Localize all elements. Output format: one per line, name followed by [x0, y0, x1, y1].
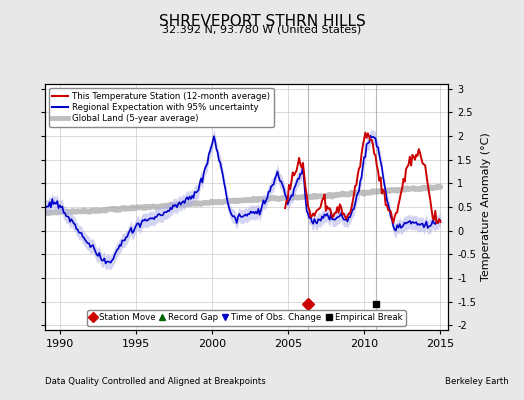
Legend: Station Move, Record Gap, Time of Obs. Change, Empirical Break: Station Move, Record Gap, Time of Obs. C… [87, 310, 406, 326]
Text: Berkeley Earth: Berkeley Earth [444, 377, 508, 386]
Text: SHREVEPORT STHRN HILLS: SHREVEPORT STHRN HILLS [159, 14, 365, 29]
Text: 32.392 N, 93.780 W (United States): 32.392 N, 93.780 W (United States) [162, 25, 362, 35]
Text: Data Quality Controlled and Aligned at Breakpoints: Data Quality Controlled and Aligned at B… [45, 377, 265, 386]
Y-axis label: Temperature Anomaly (°C): Temperature Anomaly (°C) [482, 133, 492, 281]
